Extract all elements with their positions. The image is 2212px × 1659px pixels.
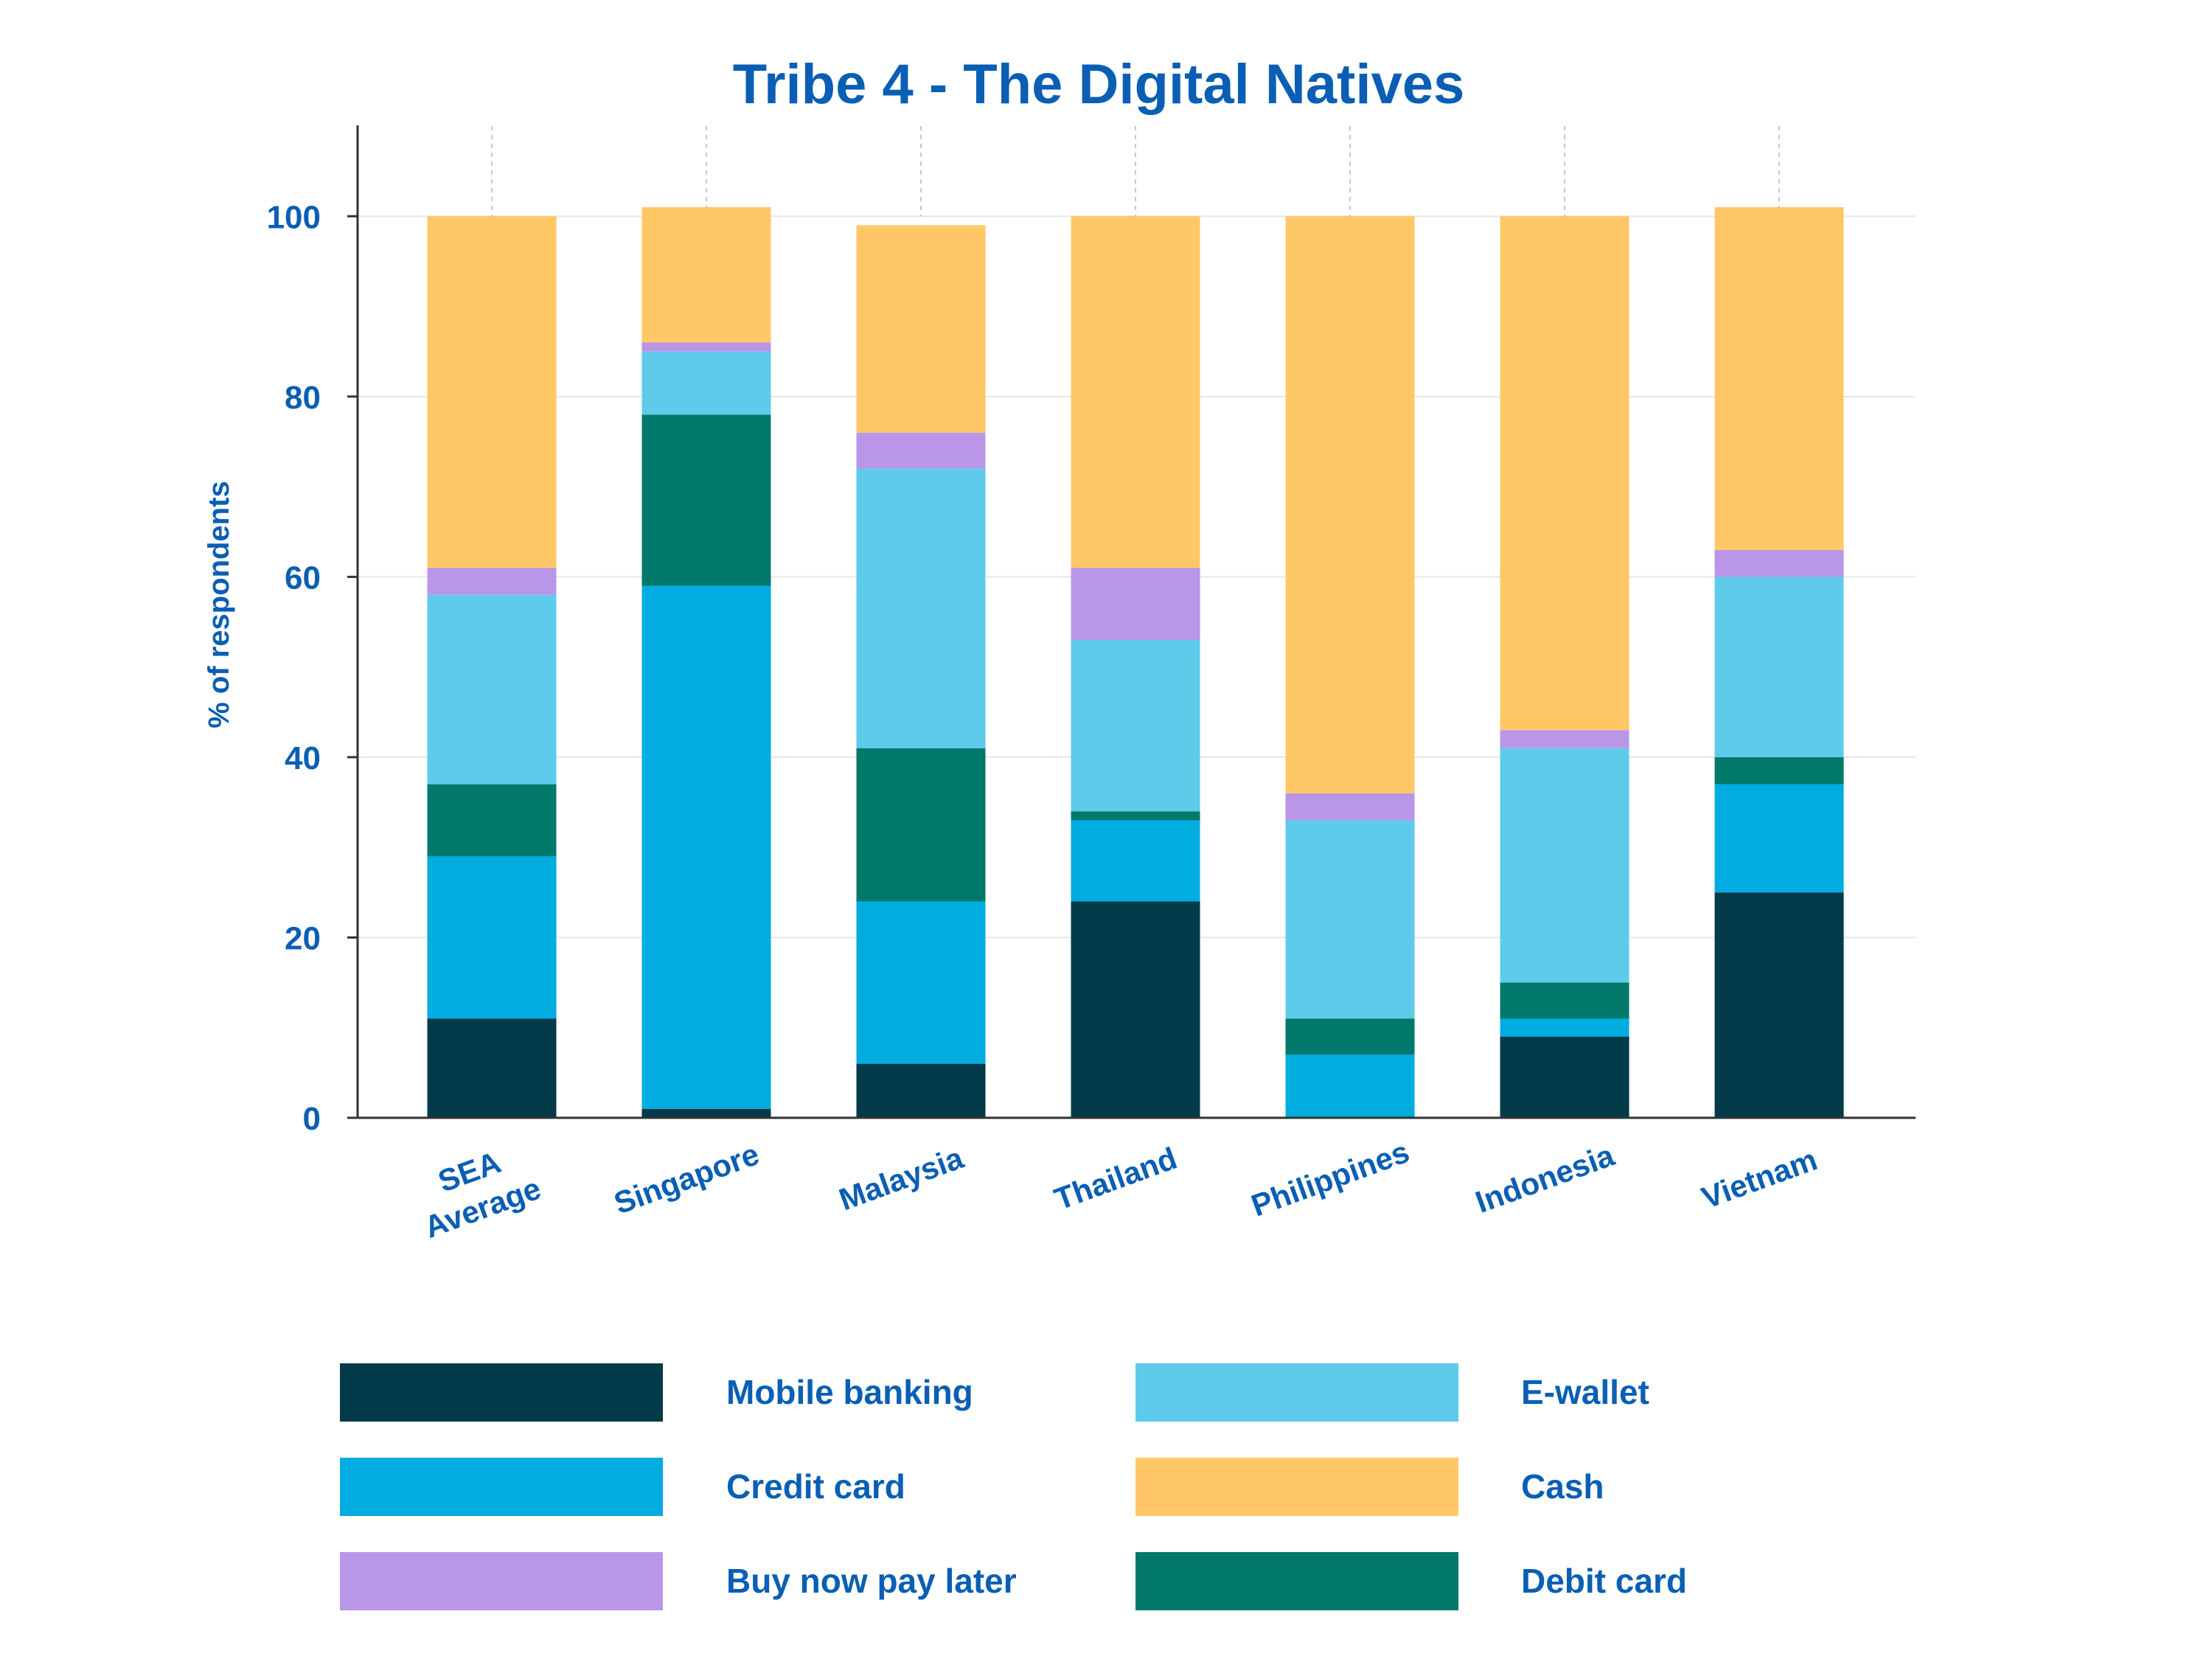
bar-segment [1071,820,1200,902]
bar-segment [427,1018,557,1118]
legend-label: Buy now pay later [726,1562,1017,1600]
bar-segment [641,414,771,586]
bar-segment [1071,811,1200,821]
legend-swatch [1135,1363,1458,1422]
x-tick-label-line: Philippines [1247,1134,1414,1223]
y-tick-label: 100 [267,199,321,235]
bar-segment [1071,639,1200,812]
bar-segment [641,207,771,343]
legend-label: Debit card [1521,1562,1687,1600]
legend-swatch [340,1552,663,1610]
bar-segment [1500,1018,1630,1037]
bar-segment [1071,568,1200,640]
legend-swatch [340,1458,663,1516]
bar-segment [641,585,771,1109]
bar-segment [1071,216,1200,568]
bar-segment [427,784,557,857]
y-ticks: 0 20 40 60 80 100 [267,199,358,1137]
y-axis-label: % of respondents [203,481,235,728]
legend-label: Cash [1521,1467,1604,1506]
legend-label: Mobile banking [726,1373,973,1411]
legend-label: E-wallet [1521,1373,1649,1411]
bar-segment [1500,216,1630,731]
bar-segment [1714,549,1844,577]
bars [427,207,1844,1118]
y-tick-label: 60 [285,560,321,596]
bar-segment [856,225,986,433]
legend-swatch [340,1363,663,1422]
bar-segment [1285,793,1415,821]
bar-segment [641,351,771,415]
x-tick-label-line: Malaysia [835,1140,968,1217]
bar-segment [1714,892,1844,1118]
bar-segment [1285,1018,1415,1055]
y-tick-label: 20 [285,920,321,956]
bar-segment [1714,757,1844,785]
bar-segment [427,568,557,595]
legend-swatch [1135,1552,1458,1610]
bar-segment [1500,982,1630,1019]
bar-segment [1500,1036,1630,1118]
x-tick-label-line: Vietnam [1697,1141,1822,1215]
bar-segment [1071,901,1200,1118]
y-tick-label: 80 [285,380,321,416]
bar-segment [1285,820,1415,1019]
bar-segment [427,216,557,568]
bar-segment [856,748,986,902]
x-tick-label: Philippines [1247,1134,1414,1223]
x-tick-label-line: Indonesia [1471,1138,1619,1220]
bar-segment [1285,216,1415,793]
bar-segment [1714,784,1844,893]
x-tick-label: Malaysia [835,1140,968,1217]
x-tick-label: Vietnam [1697,1141,1822,1215]
bar-segment [856,1063,986,1118]
bar-segment [427,594,557,785]
x-tick-label-line: Singapore [610,1136,764,1220]
y-tick-label: 40 [285,740,321,776]
bar-segment [856,468,986,748]
x-tick-label: Indonesia [1471,1138,1619,1220]
legend-label: Credit card [726,1467,905,1506]
bar-segment [641,1108,771,1118]
bar-segment [1500,730,1630,748]
x-tick-label-line: Thailand [1050,1141,1181,1217]
bar-segment [1285,1054,1415,1118]
chart-title: Tribe 4 - The Digital Natives [733,53,1465,116]
y-tick-label: 0 [303,1101,321,1137]
bar-segment [641,342,771,352]
x-tick-label: Singapore [610,1136,764,1220]
legend-swatch [1135,1458,1458,1516]
bar-segment [1714,207,1844,550]
bar-segment [1500,748,1630,983]
bar-segment [856,901,986,1064]
x-tick-label: Thailand [1050,1141,1181,1217]
legend: Mobile banking E-wallet Credit card Cash Buy… [340,1363,1687,1610]
bar-segment [427,856,557,1019]
bar-segment [856,432,986,469]
bar-segment [1714,577,1844,757]
column-guides [491,126,1780,217]
